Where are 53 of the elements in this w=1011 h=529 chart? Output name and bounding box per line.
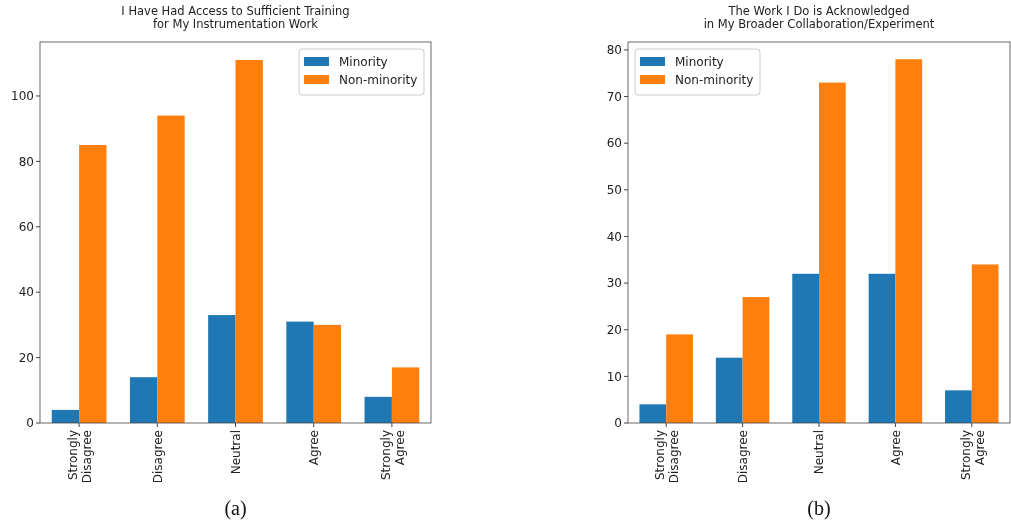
x-tick-label: Neutral — [812, 430, 827, 475]
bar — [129, 377, 158, 423]
y-tick-label: 80 — [18, 154, 34, 169]
bar — [715, 357, 743, 423]
text: (a) — [224, 497, 247, 520]
x-tick-label: Strongly Disagree — [653, 430, 682, 484]
legend-label: Non-minority — [339, 72, 418, 87]
legend-label: Minority — [675, 54, 724, 69]
legend-label: Minority — [339, 54, 388, 69]
y-tick-label: 60 — [606, 136, 622, 151]
y-tick-label: 20 — [606, 322, 622, 337]
bar — [208, 315, 236, 423]
chart-title: The Work I Do is Acknowledged in My Broader Collaboration/Experiment — [703, 4, 935, 31]
bar — [157, 115, 185, 423]
bar — [364, 396, 392, 423]
bar — [51, 409, 80, 423]
y-tick-label: 50 — [606, 183, 622, 198]
y-tick-label: 60 — [18, 219, 34, 234]
bar — [639, 404, 667, 423]
y-tick-label: 40 — [606, 229, 622, 244]
x-tick-label: Strongly Disagree — [66, 430, 95, 484]
bar — [235, 59, 263, 423]
y-tick-label: 80 — [606, 43, 622, 58]
bar — [895, 59, 923, 423]
bar — [792, 273, 819, 423]
x-tick-label: Disagree — [150, 430, 165, 484]
y-tick-label: 0 — [26, 416, 34, 431]
x-tick-label: Agree — [306, 430, 321, 466]
y-tick-label: 0 — [614, 416, 622, 431]
bar — [313, 324, 342, 423]
bar — [79, 145, 107, 423]
text: (b) — [807, 497, 831, 520]
x-tick-label: Agree — [888, 430, 903, 466]
bar — [971, 264, 999, 423]
y-tick-label: 100 — [11, 89, 34, 104]
y-tick-label: 20 — [18, 350, 34, 365]
legend-label: Non-minority — [675, 72, 754, 87]
x-tick-label: Strongly Agree — [959, 430, 987, 480]
y-tick-label: 40 — [18, 285, 34, 300]
x-tick-label: Disagree — [735, 430, 750, 484]
bar — [742, 297, 770, 423]
chart-title: I Have Had Access to Sufficient Training for My Instrumentation Work — [121, 4, 350, 31]
x-tick-label: Neutral — [228, 430, 243, 475]
x-tick-label: Strongly Agree — [379, 430, 407, 480]
bar — [391, 367, 420, 423]
bar — [868, 273, 896, 423]
bar — [286, 321, 314, 423]
y-tick-label: 10 — [606, 369, 622, 384]
y-tick-label: 30 — [606, 276, 622, 291]
bar — [819, 82, 846, 423]
bar — [666, 334, 693, 423]
bar — [945, 390, 972, 423]
y-tick-label: 70 — [606, 89, 622, 104]
